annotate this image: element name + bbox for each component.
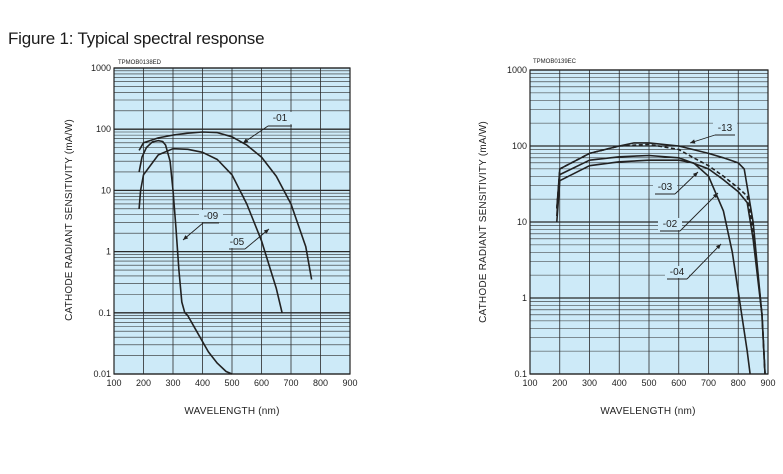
x-tick-label: 100: [106, 378, 121, 388]
chart-code: TPMOB0139EC: [533, 59, 577, 65]
arrowhead: [712, 193, 718, 199]
x-tick-label: 800: [731, 378, 746, 388]
annotation-04: -04: [665, 243, 722, 280]
x-tick-label: 300: [165, 378, 180, 388]
curve-label: -09: [204, 211, 219, 222]
chart-code: TPMOB0138ED: [118, 60, 162, 66]
curve-label: -01: [273, 113, 288, 124]
x-tick-label: 700: [701, 378, 716, 388]
x-tick-label: 200: [552, 378, 567, 388]
y-tick-label: 0.1: [514, 369, 527, 379]
x-tick-label: 500: [641, 378, 656, 388]
arrowhead: [183, 235, 189, 240]
x-tick-label: 800: [313, 378, 328, 388]
annotation-09: -09: [182, 210, 223, 241]
annotation-03: -03: [653, 171, 699, 195]
curve-label: -02: [663, 219, 678, 230]
curve-04: [556, 159, 751, 375]
leader-line: [244, 228, 270, 250]
y-axis-label: CATHODE RADIANT SENSITIVITY (mA/W): [64, 119, 75, 321]
x-axis-label: WAVELENGTH (nm): [184, 406, 279, 417]
y-tick-label: 0.1: [98, 308, 111, 318]
leader-line: [242, 125, 269, 144]
y-tick-label: 10: [517, 217, 527, 227]
x-tick-label: 500: [224, 378, 239, 388]
curve-09: [138, 139, 233, 375]
curve-01: [138, 131, 313, 280]
curve-label: -05: [230, 237, 245, 248]
annotation-01: -01: [242, 112, 292, 144]
x-tick-label: 700: [283, 378, 298, 388]
x-tick-label: 400: [612, 378, 627, 388]
plot-frame: [529, 69, 769, 375]
annotation-bg: [268, 112, 292, 124]
x-tick-label: 300: [582, 378, 597, 388]
plot-frame: [113, 67, 351, 375]
curve-05: [138, 147, 283, 313]
x-tick-label: 200: [136, 378, 151, 388]
arrowhead: [263, 229, 269, 234]
x-tick-label: 600: [254, 378, 269, 388]
leader-line: [679, 192, 719, 232]
x-tick-label: 900: [760, 378, 775, 388]
leader-line: [686, 243, 722, 280]
y-tick-label: 1000: [507, 65, 527, 75]
arrowhead: [692, 172, 698, 177]
y-tick-label: 10: [101, 185, 111, 195]
annotation-05: -05: [225, 228, 270, 250]
x-tick-label: 600: [671, 378, 686, 388]
annotation-bg: [665, 266, 689, 278]
curve-02: [556, 154, 766, 375]
chart-1: 100 200 300 400 500 600 700 800 900 1000 100 10 1 0.1…: [64, 60, 358, 417]
curve-label: -03: [658, 182, 673, 193]
y-tick-label: 1000: [91, 63, 111, 73]
y-axis-label: CATHODE RADIANT SENSITIVITY (mA/W): [478, 121, 489, 323]
x-tick-label: 900: [342, 378, 357, 388]
y-tick-label: 1: [522, 293, 527, 303]
annotation-bg: [199, 210, 223, 222]
x-axis-label: WAVELENGTH (nm): [600, 406, 695, 417]
leader-line: [674, 171, 699, 195]
annotation-bg: [713, 122, 737, 134]
y-tick-label: 1: [106, 247, 111, 257]
curve-03: [556, 143, 766, 375]
annotation-bg: [653, 181, 677, 193]
arrowhead: [690, 139, 696, 144]
annotation-13: -13: [689, 122, 737, 144]
chart-2: 100 200 300 400 500 600 700 800 900 1000 100 10 1 0.1…: [478, 59, 776, 417]
x-tick-label: 400: [195, 378, 210, 388]
annotation-bg: [658, 218, 682, 230]
x-tick-label: 100: [522, 378, 537, 388]
curve-label: -13: [718, 123, 733, 134]
annotation-02: -02: [658, 192, 719, 232]
curve-label: -04: [670, 267, 685, 278]
y-tick-label: 100: [512, 141, 527, 151]
arrowhead: [243, 138, 249, 143]
y-tick-label: 0.01: [93, 369, 111, 379]
y-tick-label: 100: [96, 124, 111, 134]
annotation-bg: [225, 236, 249, 248]
figure-title: Figure 1: Typical spectral response: [8, 29, 265, 48]
arrowhead: [715, 244, 721, 250]
